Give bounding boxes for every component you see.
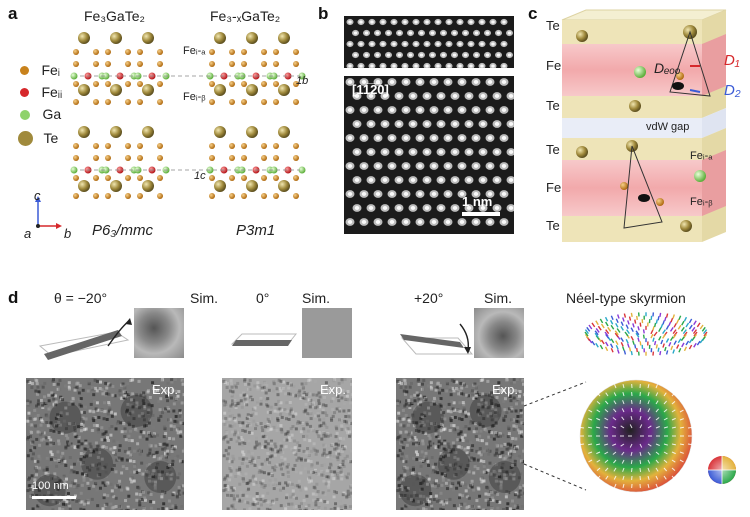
layer-label-fe-2: Fe [546,180,562,195]
legend-item-te: Te [18,130,62,154]
stem-image-small [344,16,514,68]
layer-label-fe-1: Fe [546,58,562,73]
sim-label-neg20: Sim. [190,290,218,306]
panel-d-label: d [8,288,19,307]
vdw-gap-label: vdW gap [646,121,690,133]
axis-b-label: b [64,226,72,241]
sim-image-neg20 [134,308,184,358]
axis-c-label: c [34,188,41,203]
exp-label-neg20: Exp. [151,382,178,397]
fe-ib-label-c: Feᵢ-ᵦ [690,196,713,208]
tilt-angle-neg20: θ = −20° [54,290,108,306]
d-eff-label: Dₑₒₒ [654,60,681,76]
legend-item-fe-ii: Feᵢᵢ [20,84,62,106]
axis-a-label: a [24,226,32,241]
axes-icon [35,196,62,229]
panel-a-label: a [8,4,18,23]
skyrmion-zoom [523,379,736,493]
crystal-structure-diagram [70,32,306,199]
layer-label-te-4: Te [546,218,560,233]
exp-image-pos20: Exp. [396,378,524,510]
stem-scale-bar-label: 1 nm [462,194,493,209]
d1-label: D₁ [724,52,740,69]
skyrmion-spin-texture-icon [584,312,708,356]
zone-axis-label: [11̅2̅0] [352,82,389,97]
stem-scale-bar [462,212,500,216]
flat-sample-icon [230,333,298,346]
tilt-angle-0: 0° [256,290,270,306]
atom-legend: Feᵢ Feᵢᵢ Ga Te [18,62,62,154]
exp-image-0: Exp. [222,378,352,510]
tilted-sample-icon-neg20 [38,318,132,360]
layer-label-te-1: Te [546,18,560,33]
sim-label-0: Sim. [302,290,330,306]
lorentz-scale-bar-label: 100 nm [32,480,69,492]
panel-b-label: b [318,4,329,23]
arrow-label-1b: 1b [296,75,309,87]
lorentz-scale-bar [32,496,76,499]
fe-ib-site-label: Feᵢ-ᵦ [183,91,206,103]
arrow-label-1c: 1c [194,170,206,182]
sim-image-pos20 [474,308,524,358]
layer-label-te-3: Te [546,142,560,157]
d2-label: D₂ [724,82,741,99]
fe-ii-dot-icon [20,88,29,98]
sim-image-0 [302,308,352,358]
te-dot-icon [18,131,33,147]
structure-title-right: Fe₃-ₓGaTe₂ [210,8,281,24]
space-group-left: P6₃/mmc [92,222,153,239]
exp-label-0: Exp. [319,382,346,397]
structure-title-left: Fe₃GaTe₂ [84,8,145,24]
fe-ia-label-c: Feᵢ-ₐ [690,150,713,162]
stem-image-main: [11̅2̅0] 1 nm [344,76,514,234]
fe-ia-site-label: Feᵢ-ₐ [183,45,206,57]
tilted-sample-icon-pos20 [400,323,474,355]
panel-c-label: c [528,4,538,23]
fe-i-dot-icon [20,66,29,76]
exp-label-pos20: Exp. [491,382,518,397]
space-group-right: P3m1 [236,222,276,239]
legend-item-fe-i: Feᵢ [20,62,62,84]
exp-image-neg20: Exp. 100 nm [26,378,184,510]
tilt-angle-pos20: +20° [414,290,444,306]
layer-schematic [561,9,727,242]
legend-item-ga: Ga [20,106,62,130]
layer-label-te-2: Te [546,98,560,113]
sim-label-pos20: Sim. [484,290,512,306]
ga-dot-icon [20,109,30,120]
skyrmion-title: Néel-type skyrmion [566,290,686,306]
